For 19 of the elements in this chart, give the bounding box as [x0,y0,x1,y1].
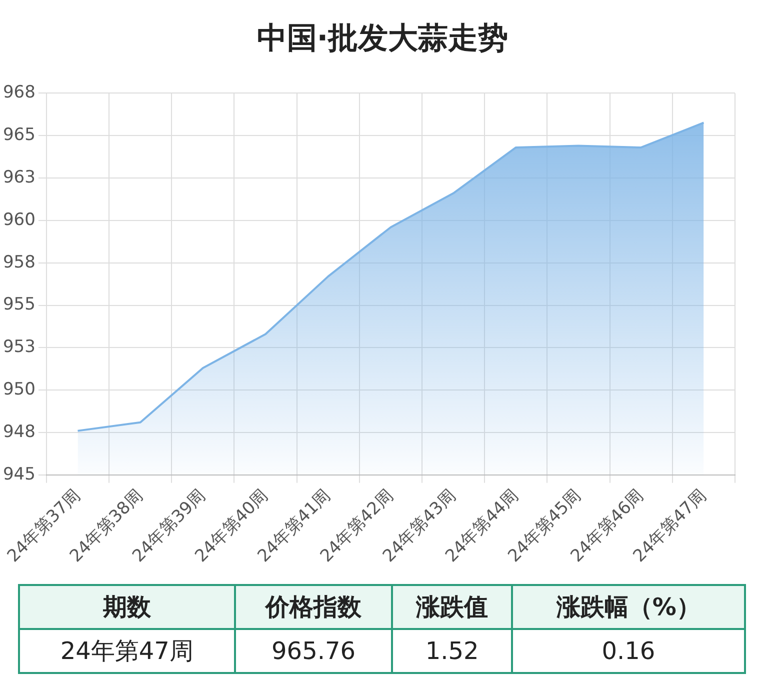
y-tick-label: 948 [2,422,36,442]
y-tick-label: 950 [2,380,36,400]
y-tick-label: 953 [2,337,36,358]
y-tick-label: 958 [2,252,36,272]
y-tick-label: 960 [2,210,36,230]
text: 0.16 [512,629,745,673]
y-tick-label: 945 [2,464,36,484]
text: 涨跌幅（%） [512,585,745,629]
text: 期数 [19,585,235,629]
text: 1.52 [392,629,512,673]
text: 965.76 [234,629,392,673]
chart-title: 中国·批发大蒜走势 [256,20,510,58]
text: 价格指数 [234,585,392,629]
y-tick-label: 965 [2,125,36,146]
y-tick-label: 955 [2,294,36,315]
text: 24年第47周 [19,629,235,673]
text: 涨跌值 [392,585,512,629]
y-tick-label: 968 [2,82,36,103]
y-tick-label: 963 [2,167,36,188]
